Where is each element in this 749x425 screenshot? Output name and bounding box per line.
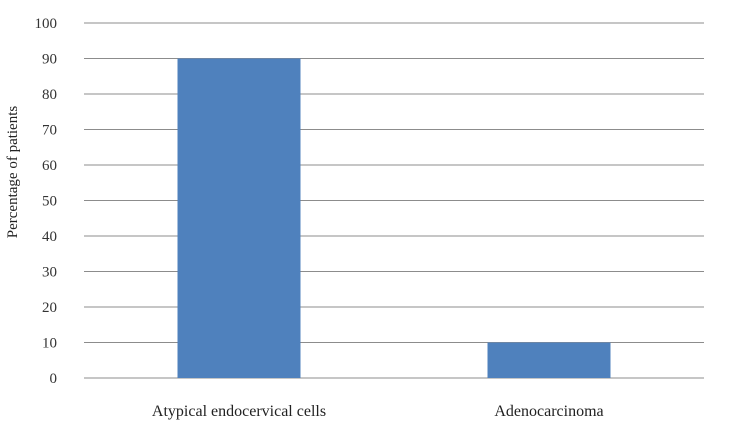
- x-axis-category-labels: Atypical endocervical cells Adenocarcinom…: [152, 403, 604, 420]
- y-axis-title: Percentage of patients: [5, 106, 21, 239]
- y-tick-label-80: 80: [42, 87, 57, 103]
- y-axis-tick-labels: 0 10 20 30 40 50 60 70 80 90 100: [35, 16, 58, 387]
- bar-adenocarcinoma: [487, 342, 611, 378]
- gridlines: [84, 22, 704, 379]
- y-tick-label-100: 100: [35, 16, 58, 32]
- bars: [177, 58, 611, 378]
- x-category-label-0: Atypical endocervical cells: [152, 403, 326, 420]
- y-tick-label-40: 40: [42, 229, 57, 245]
- y-tick-label-90: 90: [42, 52, 57, 68]
- y-tick-label-10: 10: [42, 336, 57, 352]
- y-tick-label-50: 50: [42, 194, 57, 210]
- bar-atypical-endocervical-cells: [177, 58, 301, 378]
- y-tick-label-60: 60: [42, 158, 57, 174]
- y-tick-label-20: 20: [42, 300, 57, 316]
- y-tick-label-70: 70: [42, 123, 57, 139]
- x-category-label-1: Adenocarcinoma: [494, 403, 603, 420]
- y-tick-label-30: 30: [42, 265, 57, 281]
- y-tick-label-0: 0: [50, 371, 58, 387]
